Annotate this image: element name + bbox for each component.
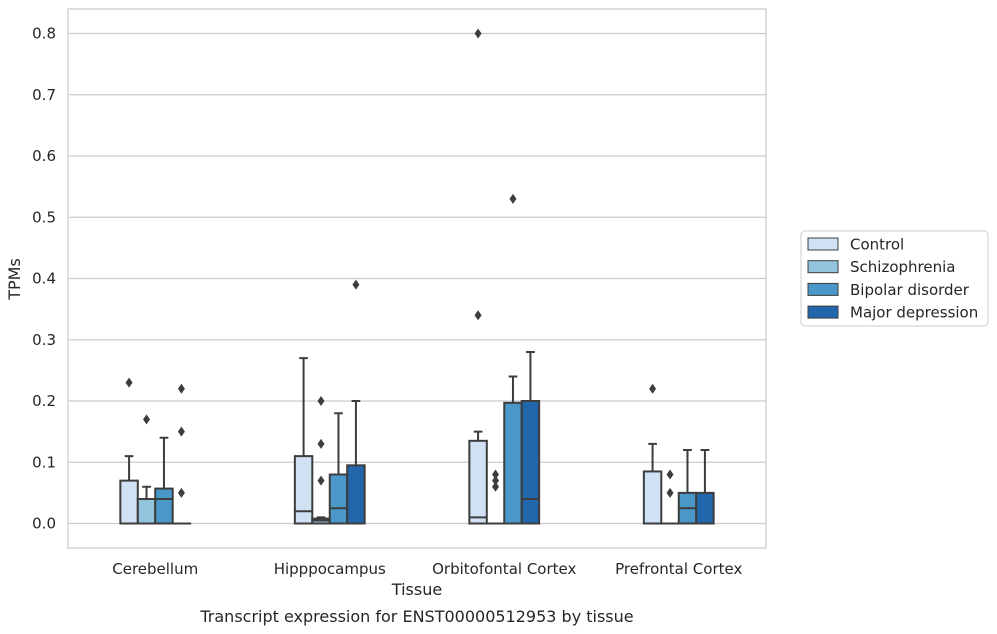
y-axis-label: TPMs bbox=[5, 258, 24, 301]
box bbox=[293, 455, 314, 525]
y-tick-label: 0.3 bbox=[32, 331, 56, 349]
box bbox=[503, 401, 523, 525]
outlier-point bbox=[492, 481, 500, 492]
legend-swatch bbox=[807, 282, 839, 296]
box bbox=[119, 479, 139, 525]
outlier-point bbox=[125, 377, 133, 388]
legend-swatch bbox=[807, 260, 839, 274]
chart-title: Transcript expression for ENST0000051295… bbox=[199, 607, 633, 626]
box-plot-series bbox=[119, 28, 715, 525]
legend-swatch bbox=[807, 305, 839, 319]
box-bipolar-disorder bbox=[677, 449, 698, 525]
y-tick-label: 0.7 bbox=[32, 86, 56, 104]
outlier-point bbox=[317, 396, 325, 406]
outlier-point bbox=[492, 475, 500, 486]
box bbox=[695, 491, 715, 525]
outlier-point bbox=[177, 383, 185, 394]
outlier-point bbox=[474, 28, 482, 39]
legend-swatch bbox=[807, 237, 839, 251]
box-bipolar-disorder bbox=[154, 436, 174, 525]
outlier-point bbox=[177, 426, 185, 437]
legend-label: Major depression bbox=[850, 304, 978, 322]
y-tick-label: 0.8 bbox=[32, 25, 56, 43]
legend-frame bbox=[800, 230, 989, 327]
outlier-point bbox=[492, 469, 500, 480]
x-tick-label: Orbitofontal Cortex bbox=[432, 560, 576, 578]
box bbox=[154, 487, 174, 525]
box-major-depression bbox=[346, 279, 366, 525]
y-tick-labels: 0.0 0.1 0.2 0.3 0.4 0.5 0.6 0.7 0.8 bbox=[32, 25, 56, 533]
box-schizophrenia bbox=[136, 414, 157, 525]
box bbox=[468, 439, 488, 525]
legend-label: Control bbox=[850, 236, 904, 254]
y-tick-label: 0.0 bbox=[32, 515, 56, 533]
box bbox=[136, 498, 157, 525]
y-tick-label: 0.5 bbox=[32, 208, 56, 226]
x-axis-label: Tissue bbox=[391, 580, 442, 599]
box bbox=[346, 464, 366, 525]
box bbox=[642, 470, 663, 525]
outlier-point bbox=[649, 383, 657, 394]
box-schizophrenia bbox=[311, 396, 331, 525]
legend: Control Schizophrenia Bipolar disorder Majo… bbox=[800, 230, 989, 327]
outlier-point bbox=[143, 414, 151, 425]
x-tick-label: Prefrontal Cortex bbox=[615, 560, 742, 578]
y-gridlines bbox=[68, 32, 766, 525]
box-bipolar-disorder bbox=[328, 412, 349, 525]
legend-label: Bipolar disorder bbox=[850, 281, 970, 299]
outlier-point bbox=[666, 487, 674, 498]
x-tick-label: Hipppocampus bbox=[274, 560, 386, 578]
outlier-point bbox=[509, 193, 517, 204]
y-tick-label: 0.6 bbox=[32, 147, 56, 165]
outlier-point bbox=[352, 279, 360, 290]
outlier-point bbox=[317, 475, 325, 486]
box-major-depression bbox=[171, 383, 192, 525]
y-tick-label: 0.4 bbox=[32, 270, 56, 288]
box-schizophrenia bbox=[485, 469, 506, 525]
outlier-point bbox=[177, 487, 185, 498]
legend-label: Schizophrenia bbox=[850, 258, 955, 276]
outlier-point bbox=[474, 310, 482, 321]
box-major-depression bbox=[520, 351, 541, 525]
box bbox=[328, 473, 349, 525]
plot-area-frame bbox=[67, 8, 767, 549]
box-major-depression bbox=[695, 449, 715, 525]
y-tick-label: 0.2 bbox=[32, 392, 56, 410]
box-schizophrenia bbox=[660, 469, 680, 525]
y-tick-label: 0.1 bbox=[32, 453, 56, 471]
outlier-point bbox=[317, 438, 325, 449]
box-bipolar-disorder bbox=[503, 193, 523, 525]
box-control bbox=[642, 383, 663, 525]
box-control bbox=[293, 357, 314, 525]
box-control bbox=[468, 28, 488, 525]
outlier-point bbox=[666, 469, 674, 480]
x-tick-label: Cerebellum bbox=[112, 560, 198, 578]
x-tick-labels: Cerebellum Hipppocampus Orbitofontal Corte… bbox=[112, 560, 742, 578]
box bbox=[520, 400, 541, 525]
box-control bbox=[119, 377, 139, 525]
